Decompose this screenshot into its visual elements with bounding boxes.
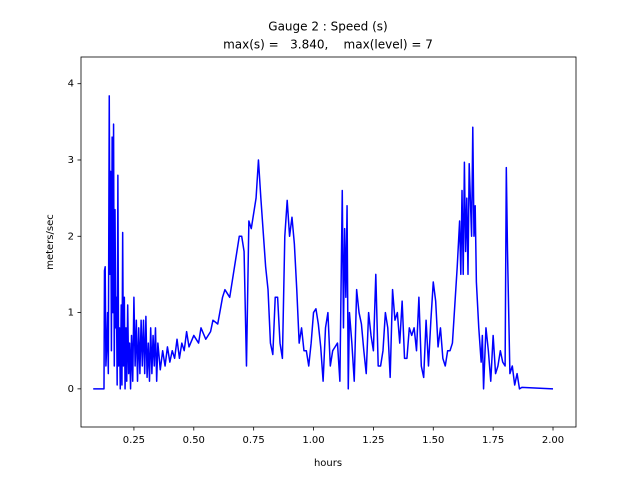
chart-subtitle: max(s) = 3.840, max(level) = 7 <box>223 38 433 52</box>
x-tick-label: 0.50 <box>183 435 205 446</box>
y-tick-label: 0 <box>68 384 74 395</box>
y-tick-label: 3 <box>68 155 74 166</box>
data-line <box>93 95 554 390</box>
x-tick-label: 1.75 <box>482 435 504 446</box>
x-tick-label: 0.75 <box>243 435 265 446</box>
y-tick-label: 1 <box>68 308 74 319</box>
y-tick-label: 4 <box>68 79 74 90</box>
x-tick-label: 2.00 <box>542 435 564 446</box>
x-tick-label: 0.25 <box>123 435 145 446</box>
y-tick-label: 2 <box>68 231 74 242</box>
x-axis-label: hours <box>314 458 342 469</box>
chart-title: Gauge 2 : Speed (s) <box>268 20 387 34</box>
x-tick-label: 1.00 <box>302 435 324 446</box>
x-tick-label: 1.25 <box>362 435 384 446</box>
x-tick-label: 1.50 <box>422 435 444 446</box>
plot-frame <box>80 56 577 428</box>
y-axis-label: meters/sec <box>45 214 56 270</box>
